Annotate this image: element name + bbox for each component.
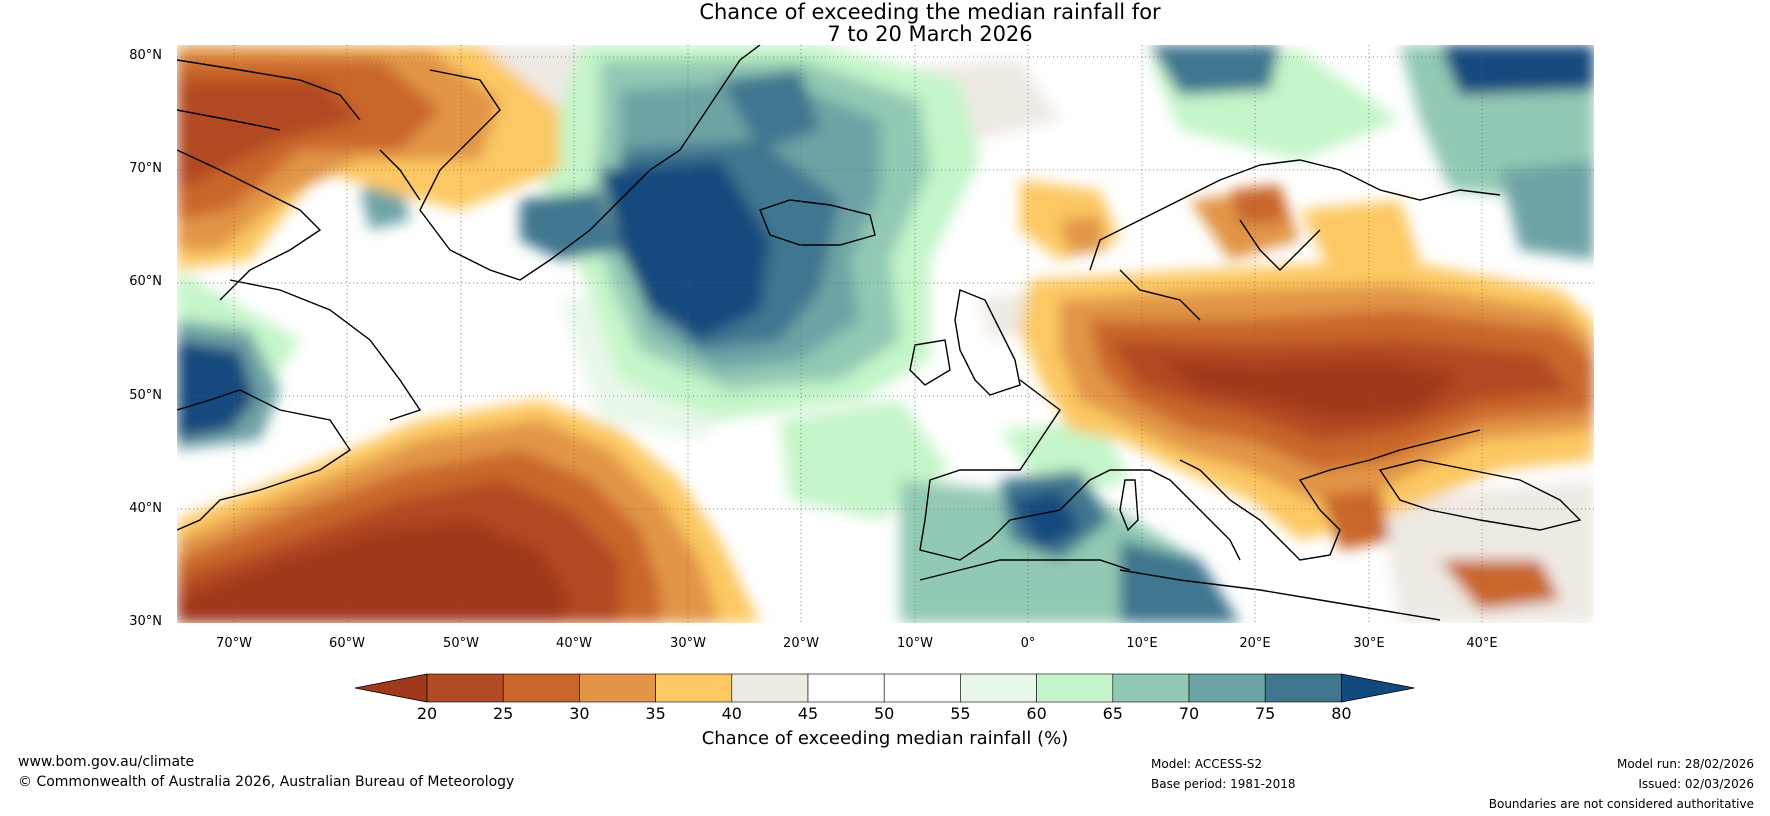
colorbar-tick-label: 60	[1026, 704, 1047, 723]
graticule	[177, 45, 1594, 623]
model-run-text: Model run: 28/02/2026	[1616, 757, 1754, 771]
colorbar-segment	[731, 673, 809, 703]
colorbar-tick-label: 25	[493, 704, 514, 723]
colorbar-segment	[1264, 673, 1342, 703]
colorbar-tick-label: 80	[1331, 704, 1352, 723]
lon-label-20e: 20°E	[1239, 636, 1271, 651]
lon-label-30e: 30°E	[1353, 636, 1385, 651]
colorbar-segment	[1036, 673, 1114, 703]
website-text: www.bom.gov.au/climate	[18, 754, 195, 770]
issued-text: Issued: 02/03/2026	[1638, 777, 1754, 791]
lon-label-60w: 60°W	[329, 636, 365, 651]
lon-label-10w: 10°W	[897, 636, 933, 651]
colorbar-tick-label: 65	[1102, 704, 1123, 723]
probability-field	[177, 45, 1594, 623]
colorbar-segment	[502, 673, 580, 703]
colorbar-segment	[807, 673, 885, 703]
lon-label-70w: 70°W	[216, 636, 252, 651]
lat-label-40n: 40°N	[129, 501, 162, 516]
colorbar-tick-label: 70	[1178, 704, 1200, 723]
colorbar-tick-label: 20	[416, 704, 438, 723]
copyright-text: © Commonwealth of Australia 2026, Austra…	[18, 774, 515, 790]
base-period-text: Base period: 1981-2018	[1151, 777, 1296, 791]
colorbar-segment	[960, 673, 1037, 703]
lon-label-40e: 40°E	[1466, 636, 1498, 651]
colorbar-extend-high	[1341, 673, 1415, 703]
lon-label-20w: 20°W	[783, 636, 819, 651]
map-title-line-2: 7 to 20 March 2026	[827, 22, 1033, 46]
colorbar-tick-label: 55	[950, 704, 971, 723]
colorbar-segment	[579, 673, 656, 703]
colorbar-segment	[1112, 673, 1190, 703]
colorbar-tick-label: 30	[569, 704, 590, 723]
lon-label-30w: 30°W	[670, 636, 706, 651]
lon-label-10e: 10°E	[1126, 636, 1158, 651]
colorbar-tick-label: 50	[874, 704, 895, 723]
colorbar-segment	[655, 673, 733, 703]
colorbar-extend-low	[354, 673, 428, 703]
model-text: Model: ACCESS-S2	[1151, 757, 1263, 771]
colorbar-tick-label: 45	[797, 704, 819, 723]
disclaimer-text: Boundaries are not considered authoritat…	[1488, 797, 1754, 811]
lon-label-40w: 40°W	[556, 636, 592, 651]
coastlines	[177, 45, 1582, 621]
colorbar-title: Chance of exceeding median rainfall (%)	[701, 728, 1069, 749]
lat-label-70n: 70°N	[129, 161, 162, 176]
map-title-line-1: Chance of exceeding the median rainfall …	[699, 0, 1161, 24]
lat-label-30n: 30°N	[129, 614, 162, 629]
colorbar-segment	[883, 673, 961, 703]
lat-label-50n: 50°N	[129, 388, 162, 403]
lon-label-50w: 50°W	[443, 636, 479, 651]
colorbar	[354, 673, 1415, 703]
colorbar-segment	[1188, 673, 1266, 703]
lon-label-0: 0°	[1020, 636, 1036, 651]
colorbar-tick-label: 75	[1255, 704, 1276, 723]
lat-label-60n: 60°N	[129, 274, 162, 289]
lat-label-80n: 80°N	[129, 48, 162, 63]
colorbar-tick-label: 40	[721, 704, 742, 723]
colorbar-segment	[426, 673, 504, 703]
colorbar-tick-label: 35	[645, 704, 666, 723]
